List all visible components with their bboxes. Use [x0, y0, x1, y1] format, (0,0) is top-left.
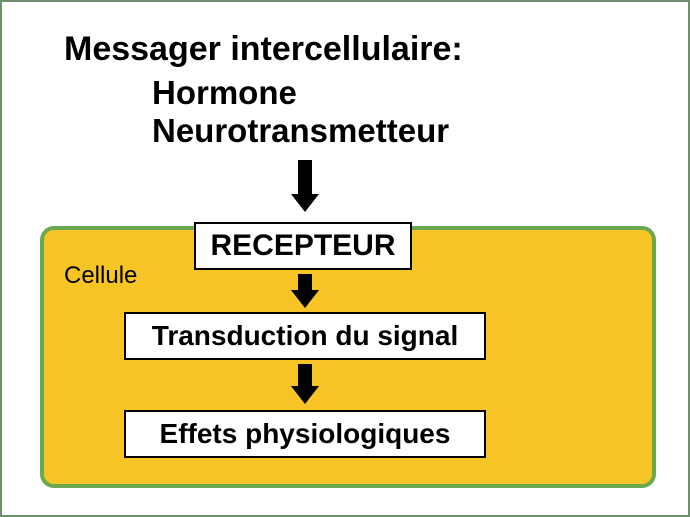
- diagram-title: Messager intercellulaire:: [64, 30, 463, 69]
- subtitle-neurotransmetteur: Neurotransmetteur: [152, 112, 449, 150]
- arrow-1: [298, 160, 312, 198]
- node-recepteur: RECEPTEUR: [194, 222, 412, 270]
- arrow-2: [298, 274, 312, 294]
- node-effets: Effets physiologiques: [124, 410, 486, 458]
- node-transduction: Transduction du signal: [124, 312, 486, 360]
- diagram-frame: Messager intercellulaire: Hormone Neurot…: [0, 0, 690, 517]
- subtitle-hormone: Hormone: [152, 74, 297, 112]
- arrow-3: [298, 364, 312, 390]
- cell-label: Cellule: [64, 262, 137, 290]
